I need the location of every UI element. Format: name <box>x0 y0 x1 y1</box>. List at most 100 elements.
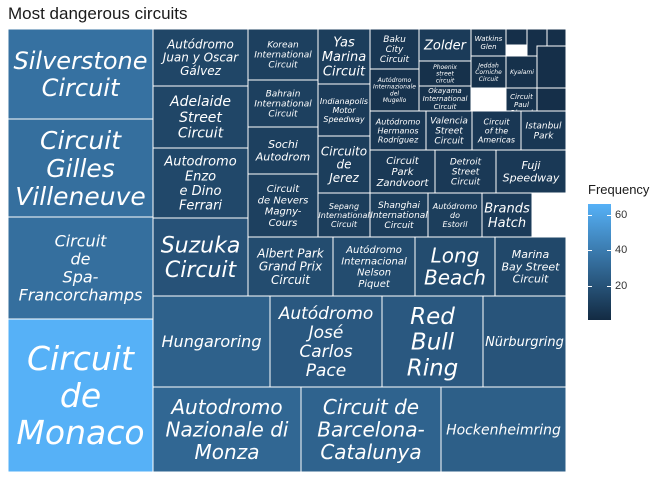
tile-rect <box>152 386 302 473</box>
tile-rect <box>152 295 271 388</box>
tile-rect <box>546 28 567 47</box>
tile-label: Autódromo do Estoril <box>432 201 478 229</box>
tile-label: Detroit Street Circuit <box>450 158 482 188</box>
tile-shanghai-international-circuit: Shanghai International Circuit <box>369 192 429 238</box>
tile-label: Fuji Speedway <box>503 159 560 184</box>
tile-hungaroring: Hungaroring <box>152 295 271 388</box>
tile-label: Brands Hatch <box>484 201 530 231</box>
tile-rect <box>269 295 383 388</box>
tile-unlabeled <box>536 87 567 112</box>
tile-label: Nürburgring <box>485 335 564 350</box>
tile-rect <box>418 60 472 87</box>
tile-autodromo-juan-y-oscar-galvez: Autódromo Juan y Oscar Gálvez <box>152 28 249 87</box>
tile-label: Autodromo Nazionale di Monza <box>166 395 289 464</box>
tile-circuit-gilles-villeneuve: Circuit Gilles Villeneuve <box>7 118 154 218</box>
tile-label: Sepang International Circuit <box>318 202 370 229</box>
tile-phoenix-street-circuit: Phoenix street circuit <box>418 60 472 87</box>
tile-label: Baku City Circuit <box>380 35 410 65</box>
tile-nurburgring: Nürburgring <box>482 295 567 388</box>
legend-title: Frequency <box>588 182 650 197</box>
tile-label: Circuit de Monaco <box>16 339 144 452</box>
tile-label: Autódromo Hermanos Rodríguez <box>375 116 421 144</box>
tile-circuit-of-the-americas: Circuit of the Americas <box>471 110 522 151</box>
chart-title: Most dangerous circuits <box>8 4 188 23</box>
legend-tick-mark <box>607 214 611 216</box>
tile-label: Circuit de Barcelona-Catalunya <box>317 395 424 464</box>
legend-tick-label: 60 <box>615 208 628 221</box>
tile-sochi-autodrom: Sochi Autodrom <box>247 126 319 175</box>
tile-label: Autódromo Internacional Nelson Piquet <box>341 244 407 290</box>
tile-autodromo-nazionale-di-monza: Autodromo Nazionale di Monza <box>152 386 302 473</box>
tile-label: Okayama International Circuit <box>423 87 468 111</box>
tile-watkins-glen: Watkins Glen <box>470 28 507 57</box>
tile-red-bull-ring: Red Bull Ring <box>381 295 484 388</box>
tile-label: Silverstone Circuit <box>14 47 148 102</box>
tile-long-beach: Long Beach <box>414 236 496 297</box>
tile-label: Circuit Gilles Villeneuve <box>15 126 146 211</box>
tile-label: Long Beach <box>424 243 486 289</box>
tile-label: Bahrain International Circuit <box>254 90 312 120</box>
tile-detroit-street-circuit: Detroit Street Circuit <box>434 149 497 194</box>
tile-unlabeled <box>505 28 528 46</box>
tile-label: Circuit Park Zandvoort <box>376 156 430 189</box>
tile-label: Autodromo Enzo e Dino Ferrari <box>163 155 236 214</box>
tile-label: Autódromo Internazionale del Mugello <box>373 77 416 104</box>
tile-rect <box>247 79 319 128</box>
tile-label: Circuit de Spa-Francorchamps <box>19 232 143 305</box>
tile-rect <box>381 295 484 388</box>
tile-label: Istanbul Park <box>525 122 562 142</box>
legend-tick-mark <box>588 214 592 216</box>
tile-rect <box>495 149 567 194</box>
tile-zolder: Zolder <box>418 28 472 62</box>
tile-rect <box>7 28 154 120</box>
tile-rect <box>152 28 249 87</box>
tile-autodromo-enzo-e-dino-ferrari: Autodromo Enzo e Dino Ferrari <box>152 147 249 219</box>
tile-circuit-park-zandvoort: Circuit Park Zandvoort <box>369 149 436 194</box>
tile-yas-marina-circuit: Yas Marina Circuit <box>317 28 371 85</box>
legend-tick-label: 40 <box>615 244 628 257</box>
tile-rect <box>418 28 472 62</box>
tile-rect <box>332 236 416 297</box>
tile-rect <box>434 149 497 194</box>
legend-tick-mark <box>588 250 592 252</box>
tile-label: Kyalami <box>510 69 534 76</box>
tile-autodromo-jose-carlos-pace: Autódromo José Carlos Pace <box>269 295 383 388</box>
tile-rect <box>247 173 319 238</box>
tile-label: Marina Bay Street Circuit <box>502 248 561 286</box>
tile-valencia-street-circuit: Valencia Street Circuit <box>425 110 473 151</box>
tile-bahrain-international-circuit: Bahrain International Circuit <box>247 79 319 128</box>
tile-label: Circuit of the Americas <box>477 117 515 144</box>
tile-fuji-speedway: Fuji Speedway <box>495 149 567 194</box>
tile-autodromo-internacional-nelson-piquet: Autódromo Internacional Nelson Piquet <box>332 236 416 297</box>
tile-unlabeled <box>536 45 567 89</box>
tile-circuit-de-barcelona-catalunya: Circuit de Barcelona-Catalunya <box>300 386 442 473</box>
tile-suzuka-circuit: Suzuka Circuit <box>152 217 249 297</box>
tile-circuit-de-monaco: Circuit de Monaco <box>7 318 154 473</box>
legend-tick-mark <box>607 250 611 252</box>
tile-label: Autódromo Juan y Oscar Gálvez <box>161 37 239 78</box>
tile-label: Hungaroring <box>162 332 262 351</box>
tile-rect <box>369 110 427 151</box>
legend-tick-mark <box>607 286 611 288</box>
tile-rect <box>494 236 567 297</box>
tile-rect <box>300 386 442 473</box>
tile-rect <box>505 28 528 46</box>
tile-rect <box>536 87 567 112</box>
tile-circuit-de-nevers-magny-cours: Circuit de Nevers Magny-Cours <box>247 173 319 238</box>
tile-label: Valencia Street Circuit <box>430 117 468 147</box>
tile-istanbul-park: Istanbul Park <box>520 110 567 151</box>
tile-autodromo-internazionale-del-mugello: Autódromo Internazionale del Mugello <box>369 68 420 112</box>
tile-autodromo-hermanos-rodriguez: Autódromo Hermanos Rodríguez <box>369 110 427 151</box>
tile-label: Suzuka Circuit <box>161 233 241 283</box>
tile-label: Albert Park Grand Prix Circuit <box>256 246 325 287</box>
tile-circuito-de-jerez: Circuito de Jerez <box>317 135 371 194</box>
tile-autodromo-do-estoril: Autódromo do Estoril <box>427 192 483 238</box>
tile-rect <box>470 55 507 89</box>
tile-rect <box>7 216 154 320</box>
tile-rect <box>152 217 249 297</box>
tile-unlabeled <box>546 28 567 47</box>
tile-jeddah-corniche-circuit: Jeddah Corniche Circuit <box>470 55 507 89</box>
tile-rect <box>369 149 436 194</box>
tile-rect <box>317 83 371 137</box>
tile-label: Zolder <box>423 39 468 54</box>
